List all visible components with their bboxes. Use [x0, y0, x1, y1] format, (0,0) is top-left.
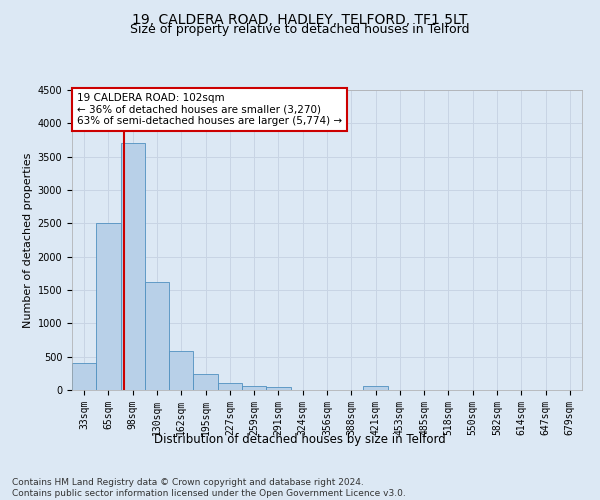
Text: 19 CALDERA ROAD: 102sqm
← 36% of detached houses are smaller (3,270)
63% of semi: 19 CALDERA ROAD: 102sqm ← 36% of detache…	[77, 93, 342, 126]
Bar	[145, 282, 169, 390]
Text: Distribution of detached houses by size in Telford: Distribution of detached houses by size …	[154, 432, 446, 446]
Bar	[364, 386, 388, 390]
Bar	[218, 382, 242, 390]
Bar	[266, 387, 290, 390]
Bar	[193, 374, 218, 390]
Bar	[96, 224, 121, 390]
Bar	[72, 364, 96, 390]
Bar	[169, 350, 193, 390]
Y-axis label: Number of detached properties: Number of detached properties	[23, 152, 34, 328]
Bar	[242, 386, 266, 390]
Text: 19, CALDERA ROAD, HADLEY, TELFORD, TF1 5LT: 19, CALDERA ROAD, HADLEY, TELFORD, TF1 5…	[133, 12, 467, 26]
Text: Size of property relative to detached houses in Telford: Size of property relative to detached ho…	[130, 22, 470, 36]
Text: Contains HM Land Registry data © Crown copyright and database right 2024.
Contai: Contains HM Land Registry data © Crown c…	[12, 478, 406, 498]
Bar	[121, 144, 145, 390]
